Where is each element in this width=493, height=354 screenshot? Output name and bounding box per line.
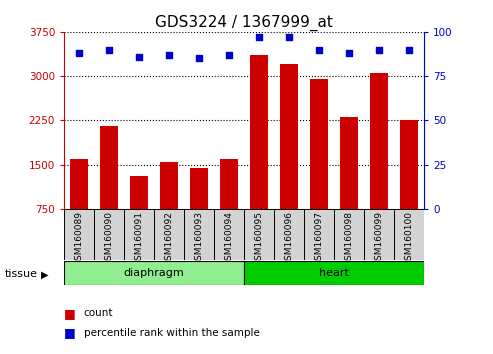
Bar xyxy=(304,209,334,260)
Text: ■: ■ xyxy=(64,326,76,339)
Point xyxy=(135,54,143,59)
Text: GSM160090: GSM160090 xyxy=(105,211,113,267)
Point xyxy=(345,50,353,56)
Text: ■: ■ xyxy=(64,307,76,320)
Text: ▶: ▶ xyxy=(41,269,48,279)
Bar xyxy=(370,73,388,253)
Bar xyxy=(184,209,214,260)
Text: GSM160097: GSM160097 xyxy=(315,211,323,267)
Point xyxy=(315,47,323,52)
Point xyxy=(255,34,263,40)
Bar xyxy=(154,209,184,260)
Bar xyxy=(190,167,208,253)
Text: GSM160095: GSM160095 xyxy=(254,211,264,267)
Text: count: count xyxy=(84,308,113,318)
Point xyxy=(225,52,233,58)
Bar xyxy=(310,79,328,253)
Bar xyxy=(220,159,238,253)
Bar xyxy=(340,118,358,253)
Bar xyxy=(274,209,304,260)
Bar xyxy=(94,209,124,260)
Text: GSM160091: GSM160091 xyxy=(135,211,143,267)
Point xyxy=(195,56,203,61)
Bar xyxy=(64,209,94,260)
Bar xyxy=(160,162,178,253)
Bar xyxy=(250,56,268,253)
Text: heart: heart xyxy=(319,268,349,278)
Text: GSM160093: GSM160093 xyxy=(195,211,204,267)
Text: GSM160098: GSM160098 xyxy=(345,211,353,267)
Point xyxy=(75,50,83,56)
Bar xyxy=(124,209,154,260)
Bar xyxy=(400,120,418,253)
Bar xyxy=(70,159,88,253)
Text: GSM160096: GSM160096 xyxy=(284,211,293,267)
Title: GDS3224 / 1367999_at: GDS3224 / 1367999_at xyxy=(155,14,333,30)
Bar xyxy=(214,209,244,260)
Point xyxy=(405,47,413,52)
Bar xyxy=(394,209,424,260)
Text: GSM160089: GSM160089 xyxy=(74,211,84,267)
Text: GSM160092: GSM160092 xyxy=(165,211,174,266)
Bar xyxy=(64,261,244,285)
Point xyxy=(375,47,383,52)
Bar xyxy=(244,261,424,285)
Point xyxy=(165,52,173,58)
Text: diaphragm: diaphragm xyxy=(124,268,184,278)
Bar xyxy=(100,126,118,253)
Point xyxy=(105,47,113,52)
Point xyxy=(285,34,293,40)
Bar xyxy=(364,209,394,260)
Bar xyxy=(244,209,274,260)
Text: GSM160100: GSM160100 xyxy=(404,211,414,267)
Text: GSM160099: GSM160099 xyxy=(375,211,384,267)
Text: GSM160094: GSM160094 xyxy=(224,211,234,266)
Bar xyxy=(334,209,364,260)
Bar xyxy=(280,64,298,253)
Text: tissue: tissue xyxy=(5,269,38,279)
Text: percentile rank within the sample: percentile rank within the sample xyxy=(84,328,260,338)
Bar xyxy=(130,176,148,253)
